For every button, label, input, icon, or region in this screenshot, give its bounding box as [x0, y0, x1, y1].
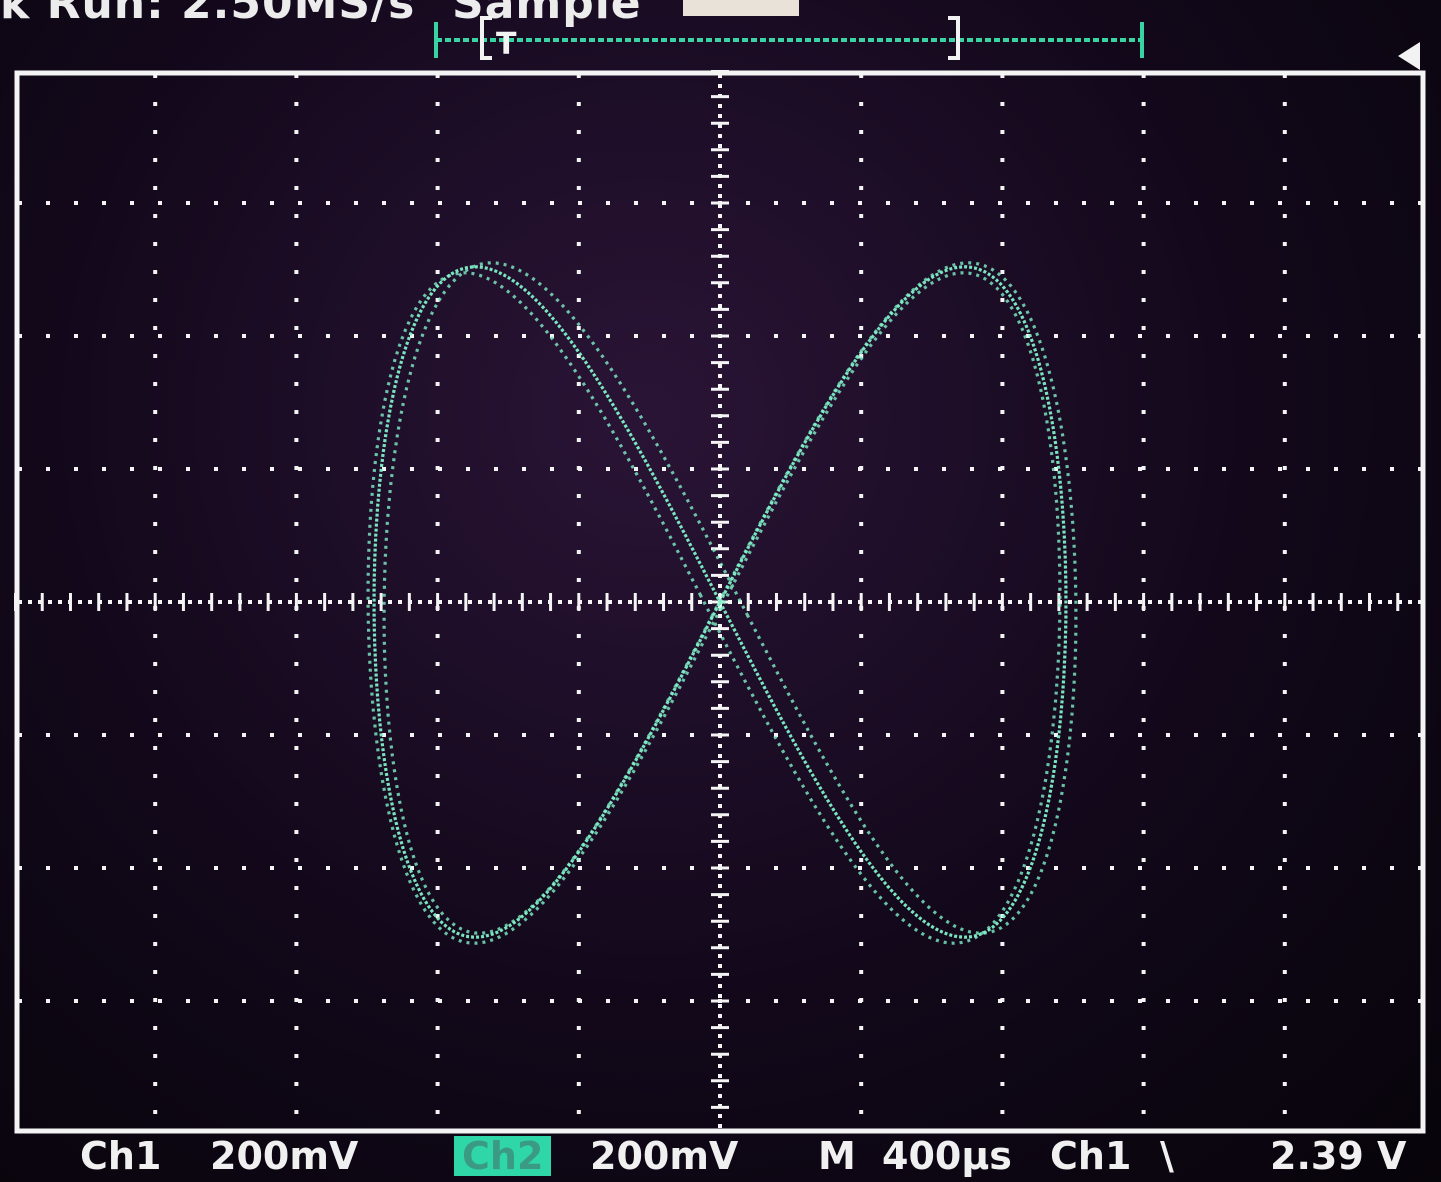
- graticule-border: [14, 70, 1426, 1134]
- ch2-label: Ch2: [462, 1134, 544, 1178]
- ch1-scale: 200mV: [210, 1134, 359, 1178]
- timebase-label: M: [818, 1134, 856, 1178]
- xy-trace: [366, 261, 1078, 945]
- trigger-level: 2.39 V: [1270, 1134, 1407, 1178]
- oscilloscope-screen: [14, 70, 1426, 1134]
- window-left-bracket: [480, 16, 492, 60]
- timebase-value: 400µs: [882, 1134, 1012, 1178]
- ch1-label[interactable]: Ch1: [80, 1134, 162, 1178]
- run-status-text: k Run: 2.50MS/s: [0, 0, 416, 29]
- trigger-position-marker: T: [496, 27, 517, 60]
- trigger-slope-icon: \: [1160, 1134, 1174, 1178]
- bottom-readout-bar: Ch1 200mV Ch2 200mV M 400µs Ch1 \ 2.39 V: [0, 1134, 1441, 1182]
- ch2-badge[interactable]: Ch2: [454, 1134, 552, 1178]
- trigger-status-indicator: [683, 0, 799, 16]
- lissajous-trace-sweep: [366, 271, 1062, 945]
- top-status-bar: k Run: 2.50MS/s Sample T: [0, 0, 1441, 66]
- lissajous-trace-sweep: [382, 261, 1078, 935]
- trigger-source: Ch1: [1050, 1134, 1132, 1178]
- record-length-bar: T: [434, 16, 1144, 60]
- ch2-scale: 200mV: [590, 1134, 739, 1178]
- trigger-level-arrow-icon: [1398, 42, 1420, 70]
- window-right-bracket: [948, 16, 960, 60]
